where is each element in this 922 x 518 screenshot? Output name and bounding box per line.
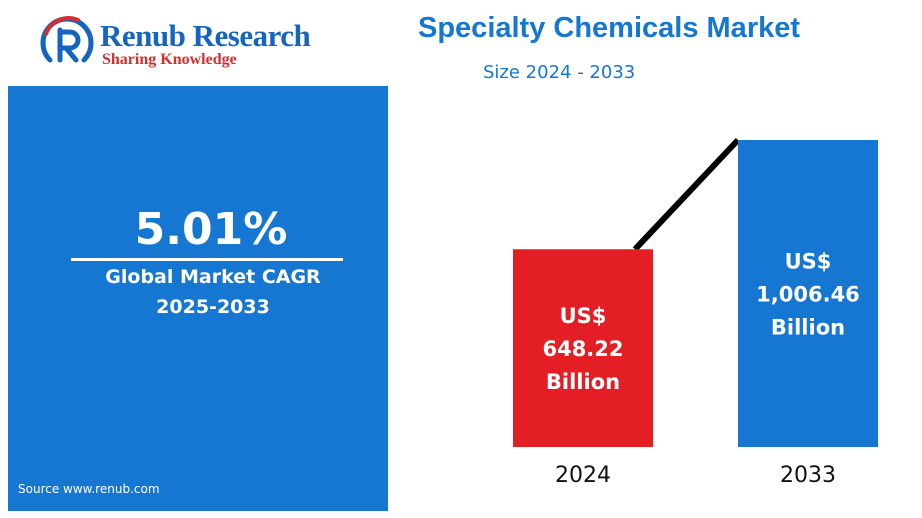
cagr-label: Global Market CAGR <box>105 266 321 288</box>
bar-data-label: 648.22 <box>542 337 623 361</box>
logo-tagline: Sharing Knowledge <box>102 51 237 68</box>
cagr-period: 2025-2033 <box>156 296 270 318</box>
logo-company-name: Renub Research <box>100 18 311 53</box>
cagr-divider <box>71 258 343 261</box>
chart-subtitle: Size 2024 - 2033 <box>483 62 636 83</box>
bar-data-label: US$ <box>785 250 832 274</box>
source-note: Source www.renub.com <box>18 482 160 496</box>
renub-logo-icon <box>40 16 94 63</box>
renub-logo: Renub Research Sharing Knowledge <box>38 14 328 74</box>
bar-2024 <box>513 249 653 447</box>
bar-data-label: Billion <box>546 370 620 394</box>
trend-line <box>632 137 741 252</box>
cagr-value: 5.01% <box>134 204 288 255</box>
bar-data-label: 1,006.46 <box>756 283 860 307</box>
cagr-panel: 5.01% Global Market CAGR 2025-2033 Sourc… <box>8 86 388 511</box>
bar-data-label: Billion <box>771 316 845 340</box>
chart-title: Specialty Chemicals Market <box>418 12 801 44</box>
x-tick-label: 2024 <box>555 463 611 488</box>
bar-data-label: US$ <box>560 304 607 328</box>
x-tick-label: 2033 <box>780 463 836 488</box>
bar-2033 <box>738 140 878 447</box>
